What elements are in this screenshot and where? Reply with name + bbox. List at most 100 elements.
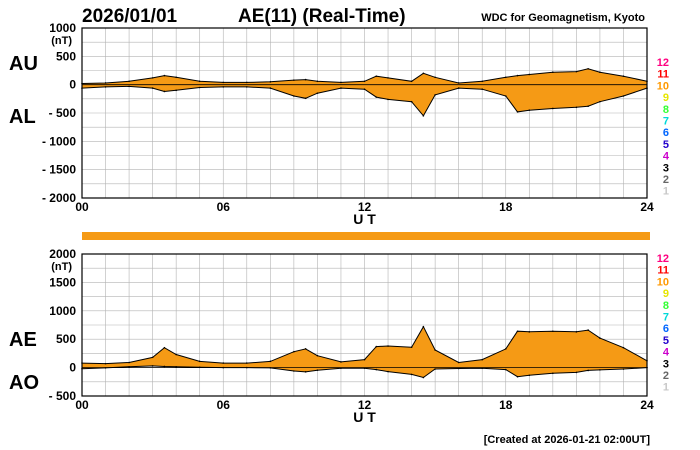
- x-axis-label: U T: [353, 409, 376, 425]
- y-tick-label: - 1500: [42, 163, 76, 177]
- source-label: WDC for Geomagnetism, Kyoto: [481, 12, 645, 24]
- data-point-au: [410, 80, 413, 83]
- series-label-ao: AO: [9, 372, 39, 394]
- data-point-ao: [293, 370, 295, 372]
- data-point-ae: [528, 331, 531, 333]
- data-point-ae: [410, 346, 413, 348]
- data-point-ae: [163, 346, 166, 349]
- data-point-al: [198, 86, 201, 89]
- station-legend-item: 5: [663, 335, 669, 347]
- y-tick-label: 0: [69, 361, 76, 375]
- data-point-ao: [528, 374, 531, 377]
- data-point-al: [552, 107, 554, 110]
- station-legend-item: 6: [663, 323, 669, 335]
- y-tick-label: 2000: [49, 247, 76, 261]
- station-legend-item: 12: [657, 57, 669, 69]
- station-legend-item: 10: [657, 276, 669, 288]
- station-legend-item: 5: [663, 139, 669, 151]
- data-point-al: [363, 88, 366, 90]
- data-point-ao: [422, 376, 425, 379]
- station-legend-item: 8: [663, 104, 669, 116]
- data-point-au: [104, 82, 107, 84]
- data-point-au: [222, 81, 225, 84]
- y-tick-label: - 500: [49, 389, 77, 403]
- y-tick-label: - 2000: [42, 191, 76, 205]
- data-point-ae: [316, 354, 319, 357]
- chart-title: AE(11) (Real-Time): [238, 6, 406, 27]
- data-point-ao: [599, 369, 601, 371]
- station-legend-item: 7: [663, 312, 669, 324]
- data-point-ae: [457, 361, 460, 364]
- data-point-al: [622, 95, 625, 97]
- station-legend-item: 11: [657, 265, 669, 277]
- data-point-al: [575, 106, 578, 109]
- y-tick-label: 1000: [49, 21, 76, 35]
- data-point-ao: [410, 373, 413, 376]
- data-point-al: [245, 86, 248, 88]
- station-legend-item: 2: [663, 370, 669, 382]
- data-point-ao: [316, 369, 319, 371]
- data-point-ao: [434, 368, 436, 370]
- data-point-ae: [198, 360, 201, 363]
- data-point-al: [269, 87, 272, 89]
- data-point-al: [516, 111, 519, 113]
- series-label-ae: AE: [9, 329, 37, 351]
- data-point-ae: [293, 350, 295, 353]
- data-point-al: [316, 92, 319, 94]
- series-label-au: AU: [9, 53, 38, 75]
- data-point-au: [245, 81, 248, 84]
- data-point-au: [481, 80, 484, 83]
- data-point-ao: [552, 372, 554, 375]
- data-point-ao: [151, 365, 154, 367]
- ae_ao-band-fill: [82, 326, 647, 378]
- data-point-al: [422, 115, 425, 117]
- data-point-al: [387, 98, 389, 101]
- data-point-ao: [375, 368, 378, 371]
- data-point-au: [269, 81, 272, 83]
- data-point-ao: [163, 365, 166, 368]
- data-point-ae: [575, 331, 578, 333]
- data-point-au: [151, 77, 154, 79]
- data-point-al: [104, 86, 107, 88]
- data-point-ao: [457, 367, 460, 370]
- data-point-ae: [516, 330, 519, 333]
- ae-ao-panel: 2000 1500 1000 500 0 - 500 (nT) 00 06 12 18 24 U T AE…: [9, 247, 654, 425]
- data-point-au: [293, 79, 295, 81]
- y-tick-label: - 500: [49, 106, 77, 120]
- data-point-au: [516, 74, 519, 77]
- data-point-au: [504, 76, 507, 79]
- data-point-al: [587, 105, 589, 107]
- x-axis-label: U T: [353, 211, 376, 227]
- station-legend-item: 9: [663, 288, 669, 300]
- station-legend-item: 2: [663, 174, 669, 186]
- data-point-au: [375, 75, 378, 77]
- data-point-al: [222, 86, 225, 88]
- data-point-ae: [104, 362, 107, 365]
- au-al-panel: 1000 500 0 - 500 - 1000 - 1500 - 2000 (nT) 00 06 1…: [9, 21, 654, 227]
- data-point-ae: [128, 361, 130, 364]
- data-point-au: [599, 71, 601, 73]
- x-tick-label: 06: [217, 398, 231, 412]
- data-point-ae: [504, 348, 507, 350]
- x-tick-label: 18: [499, 200, 513, 214]
- station-legend-item: 4: [663, 347, 670, 359]
- data-point-ae: [363, 358, 366, 361]
- x-tick-label: 12: [358, 398, 372, 412]
- data-point-al: [434, 94, 436, 96]
- station-legend-item: 8: [663, 300, 669, 312]
- data-point-al: [504, 95, 507, 97]
- data-point-ao: [504, 368, 507, 371]
- x-tick-label: 24: [640, 200, 654, 214]
- data-point-al: [163, 90, 166, 93]
- station-legend-item: 12: [657, 253, 669, 265]
- station-legend-item: 7: [663, 116, 669, 128]
- data-point-al: [293, 95, 295, 97]
- data-point-au: [552, 71, 554, 73]
- y-tick-label: 1500: [49, 275, 76, 289]
- data-point-au: [175, 76, 177, 79]
- plot-frame: [81, 27, 648, 199]
- data-point-ae: [387, 345, 389, 347]
- series-label-al: AL: [9, 106, 36, 128]
